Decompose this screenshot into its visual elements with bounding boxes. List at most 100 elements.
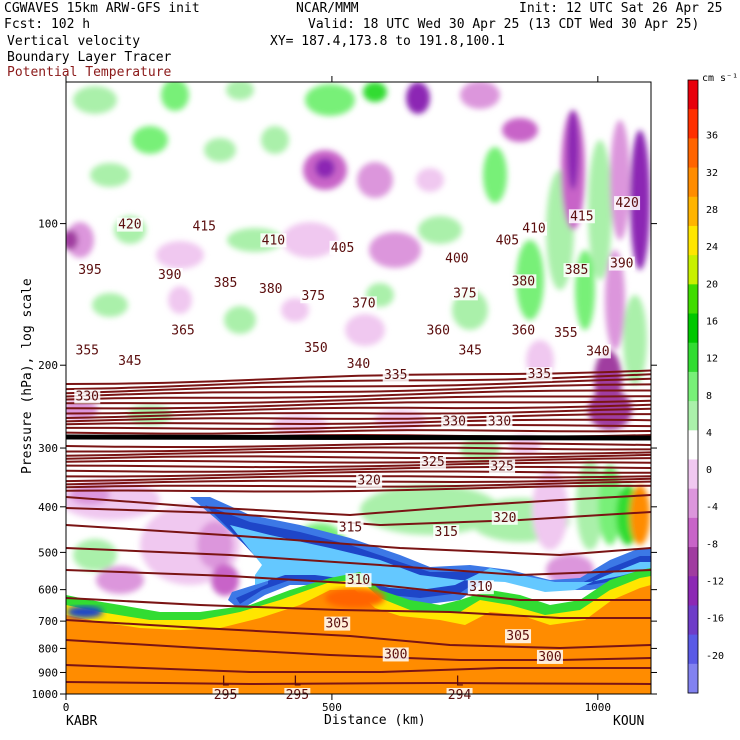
colorbar-swatch [688,430,698,460]
isentrope-label-bg [74,343,101,358]
isentrope-label: 335 [528,367,551,382]
colorbar-label: 12 [706,354,718,365]
isentrope-label-bg [494,233,521,248]
isentrope-label-bg [425,323,452,338]
init-time: Init: 12 UTC Sat 26 Apr 25 [519,1,723,16]
isentrope-line [66,429,651,435]
colorbar: 36 32 28 24 20 16 12 8 4 0 -4 -8 -12 -16 -20 [687,79,724,694]
isentrope-label: 310 [347,573,370,588]
isentrope-label-bg [345,357,372,372]
isentrope-label-bg [505,629,532,644]
isentrope-line [66,484,651,493]
plot-frame [65,81,652,695]
isentrope-line [66,407,651,419]
colorbar-swatch [688,371,698,402]
isentrope-label-bg [521,221,547,236]
colorbar-swatch [688,225,698,256]
isentrope-line [66,470,651,478]
isentrope-label: 380 [259,282,282,297]
colorbar-label: 32 [706,168,718,179]
isentrope-label: 390 [158,268,181,283]
isentrope-label-bg [443,251,470,266]
colorbar-label: 0 [706,465,712,476]
isentrope-line [66,377,651,395]
isentrope-line [66,418,651,426]
isentrope-label-bg [337,520,364,535]
isentrope-lines [66,369,651,686]
isentrope-label-bg [116,217,143,232]
forecast-hour: Fcst: 102 h [4,17,91,32]
isentrope-label-bg [552,326,579,341]
isentrope-label: 295 [214,688,237,703]
colorbar-swatch [688,255,698,285]
isentrope-label-bg [74,389,101,404]
y-tick-label: 900 [38,666,58,679]
isentrope-label: 330 [76,390,99,405]
isentrope-label: 385 [214,276,237,291]
colorbar-label: 4 [706,428,712,439]
isentrope-line [66,423,651,430]
isentrope-label: 390 [610,257,633,272]
isentrope-label: 375 [453,286,476,301]
isentrope-label-bg [457,343,484,358]
isentrope-label: 340 [347,357,370,372]
isentrope-label-bg [584,344,611,359]
isentrope-label: 345 [118,354,141,369]
colorbar-label: -20 [706,651,724,662]
isentrope-label-bg [526,367,553,382]
isentrope-label-bg [76,263,103,278]
y-tick-label: 600 [38,584,58,597]
isentrope-line [66,494,651,517]
isentrope-line [66,403,651,415]
isentrope-label: 420 [118,218,141,233]
isentrope-label-bg [486,414,513,429]
isentrope-label-bg [116,354,143,369]
isentrope-line [66,395,651,405]
isentrope-label: 315 [435,525,458,540]
isentrope-label: 405 [331,241,354,256]
isentrope-label-bg [156,268,183,283]
field-boundary-layer-tracer: Boundary Layer Tracer [7,50,172,65]
y-tick-label: 800 [38,642,58,655]
isentrope-label: 305 [506,629,529,644]
isentrope-line [66,446,651,453]
isentrope-label: 305 [325,617,348,632]
isentrope-label: 400 [445,251,468,266]
isentrope-line [66,461,651,469]
isentrope-label-bg [329,240,356,255]
isentrope-label: 355 [76,343,99,358]
colorbar-label: 36 [706,131,718,142]
isentrope-label-bg [451,286,478,301]
isentrope-label-bg [510,323,537,338]
isentrope-line [66,453,651,460]
isentrope-label-bg [382,368,409,383]
isentrope-label-bg [467,580,494,595]
isentrope-line [66,619,651,650]
isentrope-line [66,450,651,457]
isentrope-label-bg [260,233,287,248]
colorbar-label: 16 [706,316,718,327]
isentrope-label-bg [212,688,239,702]
model-title: CGWAVES 15km ARW-GFS init [4,1,200,16]
isentrope-label: 410 [522,222,545,237]
y-tick-label: 300 [38,442,58,455]
isentrope-label-bg [350,296,377,311]
isentrope-label: 360 [512,324,535,339]
colorbar-swatch [688,488,698,519]
isentrope-line [66,389,651,401]
colorbar-label: 28 [706,205,718,216]
isentrope-label-bg [284,688,311,702]
isentrope-label: 295 [286,688,309,703]
isentrope-label: 300 [384,647,407,662]
isentrope-label: 385 [565,263,588,278]
isentrope-label: 360 [427,324,450,339]
organization-label: NCAR/MMM [296,1,359,16]
isentrope-label: 350 [304,341,327,356]
isentrope-label: 375 [302,289,325,304]
isentrope-label: 395 [78,263,101,278]
colorbar-label: 24 [706,242,718,253]
colorbar-unit: cm s⁻¹ [702,73,738,84]
colorbar-swatch [688,196,698,227]
colorbar-swatch [688,284,698,315]
